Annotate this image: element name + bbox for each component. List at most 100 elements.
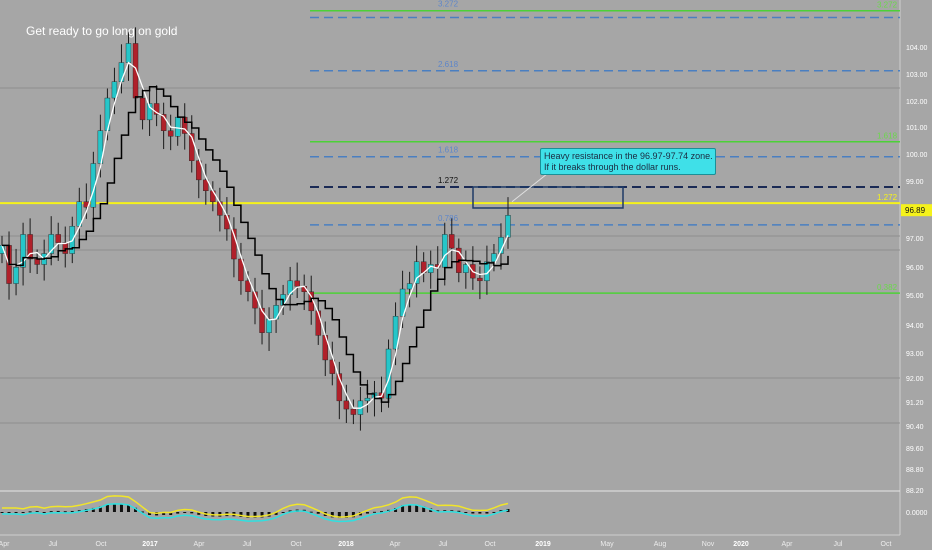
oscillator-histogram-bar (0, 512, 4, 513)
fib-level-label: 0.786 (438, 214, 459, 223)
oscillator-histogram-bar (478, 512, 482, 514)
oscillator-histogram-bar (415, 504, 419, 512)
oscillator-histogram-bar (485, 512, 489, 514)
annotation-line-1: Heavy resistance in the 96.97-97.74 zone… (544, 151, 713, 161)
oscillator-histogram-bar (190, 512, 194, 514)
oscillator-histogram-bar (7, 512, 11, 513)
oscillator-histogram-bar (176, 512, 180, 514)
candle-body (245, 280, 251, 292)
chart-title: Get ready to go long on gold (26, 24, 178, 38)
oscillator-histogram-bar (141, 511, 145, 513)
ma-slow-line (2, 85, 509, 403)
oscillator-histogram-bar (63, 511, 67, 513)
candle-body (13, 266, 19, 284)
oscillator-histogram-bar (98, 506, 102, 512)
fib-level-label: 1.618 (438, 146, 459, 155)
x-tick-label: Jul (243, 541, 252, 548)
y-tick-label: 88.20 (906, 488, 924, 495)
candle-body (90, 163, 97, 208)
x-tick-label: Jul (49, 541, 58, 548)
candle-body (55, 234, 61, 243)
fib-level-label: 1.272 (438, 176, 459, 185)
oscillator-histogram-bar (119, 504, 123, 512)
candle-body (266, 318, 272, 333)
ma-fast-line (1, 61, 509, 409)
oscillator-histogram-bar (365, 512, 369, 514)
oscillator-histogram-bar (330, 512, 334, 518)
oscillator-histogram-bar (112, 503, 116, 512)
x-tick-label: Apr (0, 541, 10, 548)
candle-body (406, 283, 413, 290)
oscillator-histogram-bar (70, 510, 74, 512)
oscillator-histogram-bar (21, 512, 25, 513)
candle-body (259, 307, 265, 333)
x-tick-label: 2019 (535, 541, 551, 548)
oscillator-histogram-bar (309, 511, 313, 513)
annotation-box: Heavy resistance in the 96.97-97.74 zone… (540, 148, 716, 175)
x-tick-label: 2018 (338, 541, 354, 548)
y-tick-label: 88.80 (906, 467, 924, 474)
candle-body (413, 261, 420, 284)
y-tick-label: 92.00 (906, 376, 924, 383)
candle-body (343, 400, 350, 410)
oscillator-histogram-bar (380, 511, 383, 513)
candle-body (463, 264, 469, 273)
oscillator-histogram-bar (197, 512, 201, 515)
y-tick-label: 100.00 (906, 152, 928, 159)
candle-body (132, 43, 139, 99)
fib-level-right-label: 1.272 (877, 193, 898, 202)
y-tick-label: 104.00 (906, 45, 928, 52)
x-tick-label: Apr (782, 541, 794, 548)
x-tick-label: Aug (654, 541, 667, 548)
oscillator-histogram-bar (316, 512, 320, 514)
oscillator-histogram-bar (246, 512, 250, 518)
oscillator-histogram-bar (148, 512, 152, 515)
oscillator-histogram-bar (91, 507, 95, 512)
candle-body (336, 373, 343, 402)
fib-level-right-label: 0.382 (877, 283, 898, 292)
oscillator-histogram-bar (162, 512, 166, 515)
x-tick-label: Oct (96, 541, 107, 548)
y-tick-label: 95.00 (906, 293, 924, 300)
candle-body (294, 280, 300, 287)
candle-body (34, 258, 40, 265)
oscillator-histogram-bar (394, 508, 398, 512)
y-tick-label: 102.00 (906, 99, 928, 106)
fib-level-right-label: 3.272 (877, 1, 898, 10)
oscillator-histogram-bar (253, 512, 257, 518)
x-tick-label: Apr (194, 541, 206, 548)
oscillator-histogram-bar (239, 512, 243, 517)
oscillator-histogram-bar (14, 512, 18, 513)
fib-level-label: 3.272 (438, 0, 459, 9)
oscillator-histogram-bar (56, 510, 60, 512)
oscillator-histogram-bar (35, 511, 39, 513)
x-tick-label: Oct (485, 541, 496, 548)
oscillator-histogram-bar (127, 504, 130, 512)
candle-body (477, 277, 483, 282)
y-tick-label: 99.00 (906, 179, 924, 186)
annotation-line-2: If it breaks through the dollar runs. (544, 162, 681, 172)
candle-body (139, 97, 146, 121)
candle-body (210, 190, 216, 202)
oscillator-histogram-bar (274, 512, 278, 515)
candle-body (392, 316, 399, 350)
candle-body (118, 62, 125, 82)
candle-body (350, 408, 357, 415)
candle-body (160, 114, 167, 131)
oscillator-histogram-bar (401, 505, 405, 512)
oscillator-histogram-bar (42, 512, 46, 513)
y-tick-label: 94.00 (906, 323, 924, 330)
candle-body (203, 179, 209, 191)
oscillator-histogram-bar (492, 511, 496, 513)
candle-body (20, 234, 26, 268)
y-tick-label: 91.20 (906, 400, 924, 407)
x-tick-label: Jul (834, 541, 843, 548)
oscillator-histogram-bar (28, 511, 32, 513)
candle-body (505, 215, 511, 238)
oscillator-histogram-bar (337, 512, 341, 519)
y-tick-label: 103.00 (906, 72, 928, 79)
oscillator-histogram-bar (471, 512, 475, 514)
oscillator-histogram-bar (183, 512, 187, 513)
oscillator-histogram-bar (134, 507, 138, 512)
